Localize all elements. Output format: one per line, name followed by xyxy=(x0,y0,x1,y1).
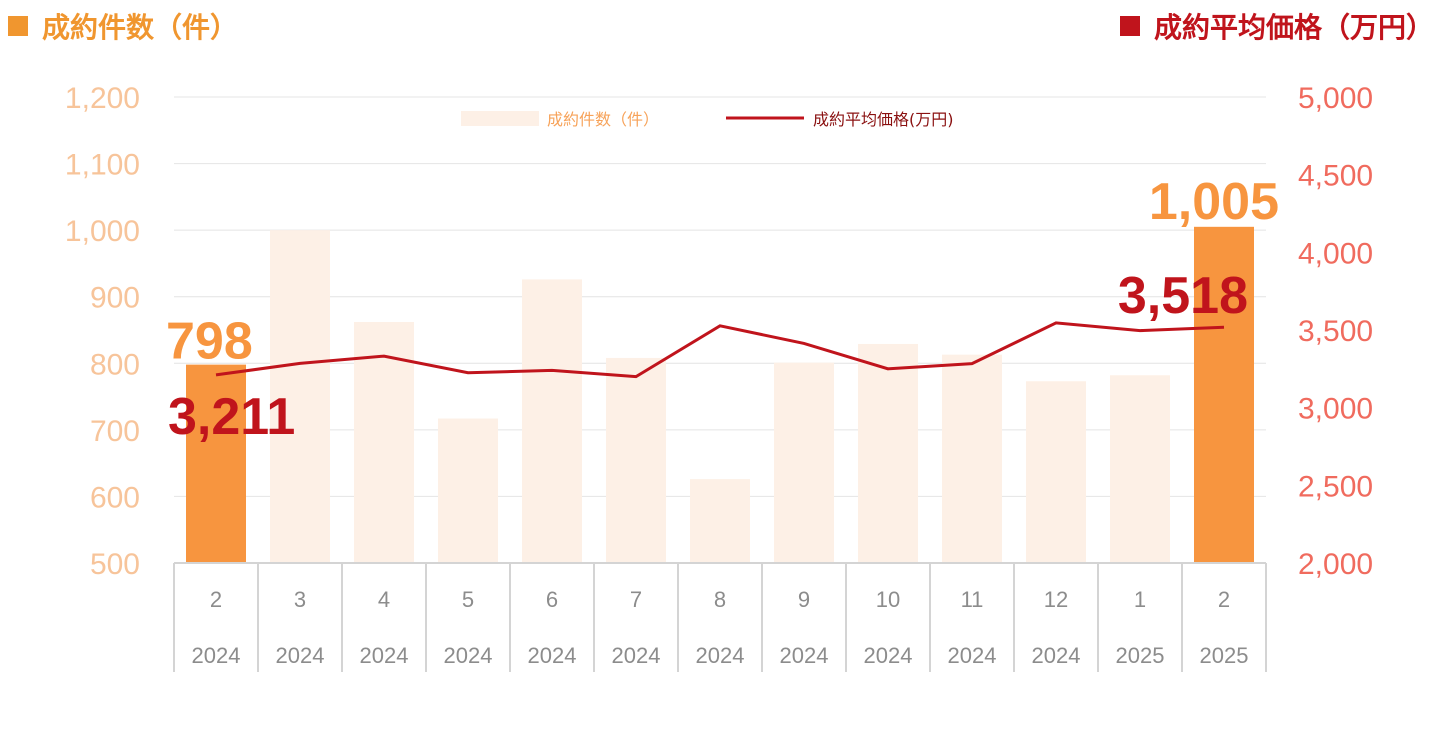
year-label: 2024 xyxy=(612,643,661,668)
left-tick-label: 1,000 xyxy=(65,215,140,248)
right-tick-label: 2,500 xyxy=(1298,470,1373,503)
year-label: 2024 xyxy=(864,643,913,668)
legend: 成約件数（件） 成約平均価格(万円) xyxy=(461,110,954,129)
month-label: 9 xyxy=(798,587,810,612)
bar-series xyxy=(186,226,1254,564)
month-label: 10 xyxy=(876,587,900,612)
month-label: 5 xyxy=(462,587,474,612)
year-label: 2024 xyxy=(1032,643,1081,668)
year-label: 2024 xyxy=(276,643,325,668)
right-tick-label: 3,500 xyxy=(1298,315,1373,348)
month-label: 12 xyxy=(1044,587,1068,612)
category-axis: 2 2024 3 2024 4 2024 5 2024 6 2024 7 2024 8 2024 9 2024… xyxy=(173,562,1267,672)
right-axis-title-text: 成約平均価格（万円） xyxy=(1153,11,1434,44)
month-label: 1 xyxy=(1134,587,1146,612)
bar xyxy=(522,279,582,563)
left-tick-label: 500 xyxy=(90,548,140,581)
left-axis-title: 成約件数（件） xyxy=(8,6,238,46)
year-label: 2025 xyxy=(1116,643,1165,668)
year-label: 2024 xyxy=(192,643,241,668)
bar xyxy=(606,357,666,563)
left-tick-label: 700 xyxy=(90,415,140,448)
line-series xyxy=(215,321,1225,379)
right-axis-ticks: 5,000 4,500 4,000 3,500 3,000 2,500 2,000 xyxy=(1298,82,1373,581)
right-tick-label: 3,000 xyxy=(1298,393,1373,426)
right-axis-title: 成約平均価格（万円） xyxy=(1119,6,1434,46)
year-label: 2024 xyxy=(360,643,409,668)
last-line-label: 3,518 xyxy=(1118,267,1248,325)
line-series-swatch xyxy=(1119,16,1140,36)
bar xyxy=(690,479,750,563)
right-tick-label: 2,000 xyxy=(1298,548,1373,581)
bar xyxy=(774,362,834,563)
month-label: 4 xyxy=(378,587,390,612)
data-labels: 798 1,005 3,211 3,518 xyxy=(166,173,1279,446)
legend-bar-label: 成約件数（件） xyxy=(547,110,659,129)
month-label: 2 xyxy=(1218,587,1230,612)
left-tick-label: 800 xyxy=(90,348,140,381)
right-tick-label: 4,000 xyxy=(1298,237,1373,270)
year-label: 2025 xyxy=(1200,643,1249,668)
left-axis-ticks: 1,200 1,100 1,000 900 800 700 600 500 xyxy=(65,82,140,581)
left-tick-label: 1,100 xyxy=(65,149,140,182)
left-axis-title-text: 成約件数（件） xyxy=(42,11,239,44)
bar xyxy=(354,322,414,563)
bar xyxy=(942,354,1002,563)
bar xyxy=(1110,375,1170,563)
bar xyxy=(858,343,918,563)
last-bar-label: 1,005 xyxy=(1149,173,1279,231)
year-label: 2024 xyxy=(948,643,997,668)
legend-line-label: 成約平均価格(万円) xyxy=(813,110,954,129)
month-label: 8 xyxy=(714,587,726,612)
first-bar-label: 798 xyxy=(166,313,253,371)
first-line-label: 3,211 xyxy=(168,388,295,446)
right-tick-label: 5,000 xyxy=(1298,82,1373,115)
month-label: 2 xyxy=(210,587,222,612)
legend-bar-swatch xyxy=(461,111,539,126)
year-label: 2024 xyxy=(528,643,577,668)
bar xyxy=(270,230,330,563)
bar-series-swatch xyxy=(8,16,28,36)
bar xyxy=(438,418,498,563)
bar xyxy=(1194,226,1254,564)
month-label: 3 xyxy=(294,587,306,612)
bar xyxy=(186,364,246,563)
month-label: 11 xyxy=(961,587,984,612)
year-label: 2024 xyxy=(780,643,829,668)
year-label: 2024 xyxy=(696,643,745,668)
left-tick-label: 1,200 xyxy=(65,82,140,115)
left-tick-label: 900 xyxy=(90,282,140,315)
year-label: 2024 xyxy=(444,643,493,668)
left-tick-label: 600 xyxy=(90,481,140,514)
month-label: 6 xyxy=(546,587,558,612)
month-label: 7 xyxy=(630,587,642,612)
right-tick-label: 4,500 xyxy=(1298,160,1373,193)
bar xyxy=(1026,381,1086,563)
